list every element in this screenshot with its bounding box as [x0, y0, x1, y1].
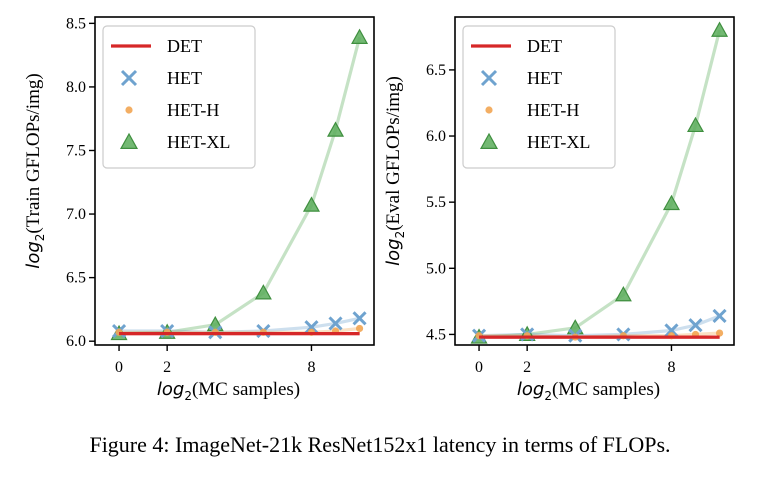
y-tick-label: 6.5 [426, 62, 446, 79]
y-axis-label-sub: 2 [33, 234, 47, 242]
legend-box [462, 25, 616, 169]
x-axis-label-log: log [157, 379, 184, 400]
het-xl-point [711, 21, 729, 37]
x-tick-label: 0 [115, 359, 123, 376]
y-tick-label: 4.5 [426, 326, 446, 343]
het-point-stroke-b [688, 318, 703, 333]
legend-swatch-het-h [485, 106, 493, 114]
het-point [688, 318, 703, 333]
legend-label-het-h: HET-H [527, 100, 579, 120]
y-tick-label: 7.0 [66, 206, 86, 223]
y-axis-label-text: (Eval GFLOPs/img) [383, 76, 404, 231]
legend-swatch-het-stroke-b [120, 69, 138, 87]
x-axis-label-text: (MC samples) [552, 379, 660, 400]
het-xl-point [686, 116, 705, 133]
legend-box [102, 25, 256, 169]
het-point [352, 311, 367, 326]
legend-label-het: HET [167, 68, 202, 88]
plot-frame [94, 16, 375, 346]
het-xl-point [302, 196, 320, 212]
y-axis-label-log: log [23, 241, 44, 268]
legend-swatch-het [480, 69, 498, 87]
legend-swatch-het-xl [119, 132, 139, 149]
x-tick-label: 8 [307, 359, 315, 376]
x-axis-label-log: log [517, 379, 544, 400]
y-axis-label: log2(Train GFLOPs/img) [23, 73, 47, 268]
x-axis-label-sub: 2 [544, 389, 552, 403]
x-tick-label: 0 [475, 359, 483, 376]
het-point-stroke-b [304, 320, 319, 335]
x-tick-label: 2 [163, 359, 171, 376]
legend: DET HET HET-H HET-XL [462, 25, 616, 169]
y-tick-label: 5.0 [426, 260, 446, 277]
x-tick-label: 2 [523, 359, 531, 376]
legend-label-het-h: HET-H [167, 100, 219, 120]
legend-label-het-xl: HET-XL [527, 132, 590, 152]
het-line [479, 314, 721, 338]
y-tick-label: 8.0 [66, 79, 86, 96]
y-axis-label-sub: 2 [393, 231, 407, 239]
x-axis-label: log2(MC samples) [157, 379, 300, 403]
het-point-stroke-b [352, 311, 367, 326]
legend-swatch-het-stroke-b [480, 69, 498, 87]
y-tick-label: 6.5 [66, 270, 86, 287]
figure-caption: Figure 4: ImageNet-21k ResNet152x1 laten… [89, 432, 671, 457]
legend-label-det: DET [527, 36, 562, 56]
legend-swatch-het-xl [479, 132, 499, 149]
het-xl-point [614, 286, 632, 302]
het-xl-point [662, 194, 680, 211]
y-tick-label: 8.5 [66, 15, 86, 32]
het-point-stroke-b [712, 308, 727, 323]
het-xl-point [351, 28, 369, 44]
het-point [304, 320, 319, 335]
het-point-stroke-b [664, 323, 679, 338]
x-tick-label: 8 [667, 359, 675, 376]
x-axis-label-text: (MC samples) [192, 379, 300, 400]
y-axis-label-text: (Train GFLOPs/img) [23, 73, 44, 233]
y-axis-label-log: log [383, 238, 404, 265]
legend-label-het-xl: HET-XL [167, 132, 230, 152]
legend-label-det: DET [167, 36, 202, 56]
x-axis-label: log2(MC samples) [517, 379, 660, 403]
het-h-point [715, 329, 724, 337]
het-point [664, 323, 679, 338]
het-h-point [355, 324, 364, 333]
y-tick-label: 6.0 [66, 333, 86, 350]
y-axis-label: log2(Eval GFLOPs/img) [383, 76, 407, 266]
legend-swatch-het-h [125, 106, 133, 114]
y-tick-label: 5.5 [426, 194, 446, 211]
legend: DET HET HET-H HET-XL [102, 25, 256, 169]
het-xl-point [254, 284, 272, 300]
y-tick-label: 6.0 [426, 128, 446, 145]
het-point [328, 316, 343, 331]
het-point-stroke-b [328, 316, 343, 331]
x-axis-label-sub: 2 [184, 389, 192, 403]
het-point [712, 308, 727, 323]
plot-frame [454, 16, 735, 346]
y-tick-label: 7.5 [66, 142, 86, 159]
legend-swatch-het [120, 69, 138, 87]
legend-label-het: HET [527, 68, 562, 88]
het-xl-point [326, 121, 345, 137]
